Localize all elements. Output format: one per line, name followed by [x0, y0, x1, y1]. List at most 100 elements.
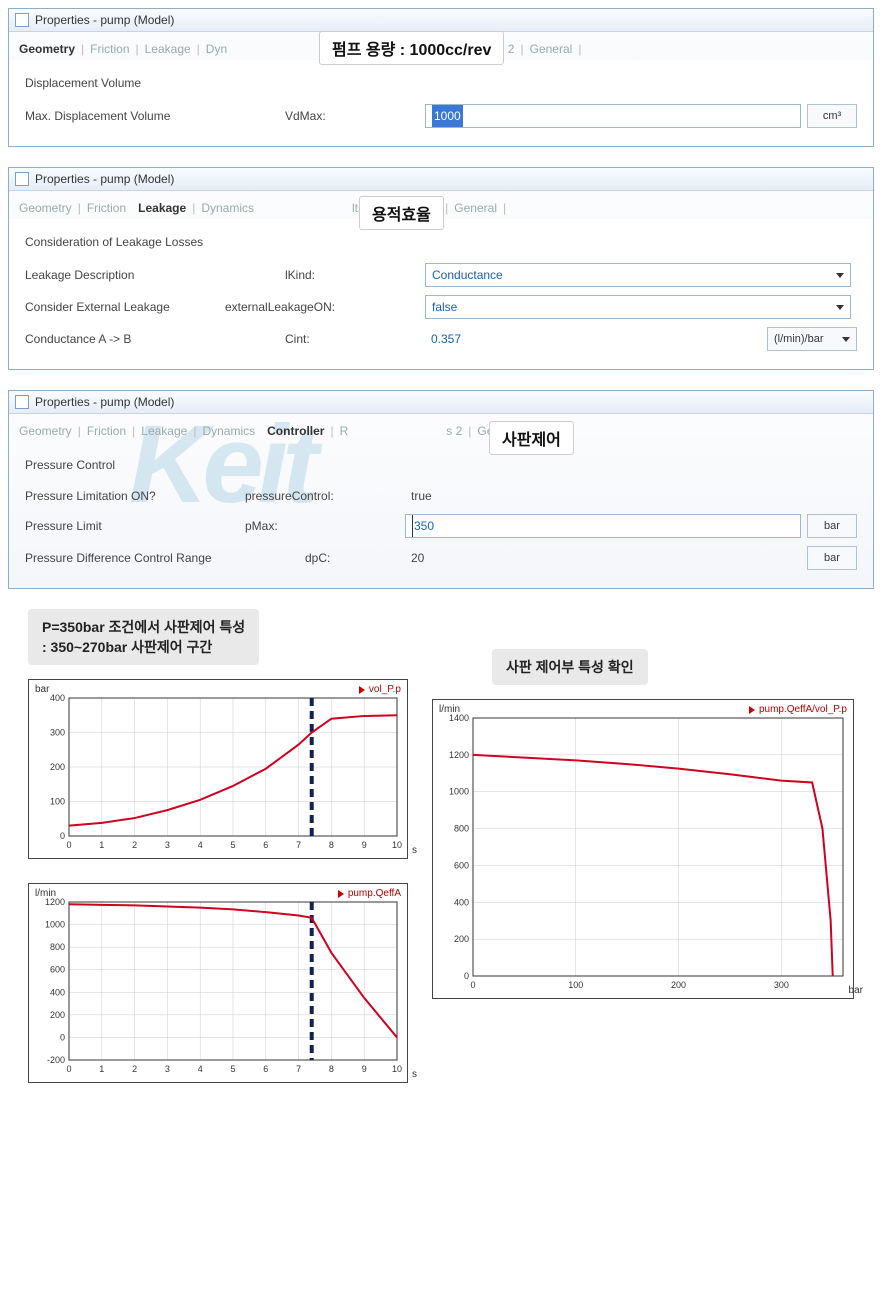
pmax-unit[interactable]: bar	[807, 514, 857, 538]
cint-unit-dropdown[interactable]: (l/min)/bar	[767, 327, 857, 351]
pmax-input[interactable]: 350	[405, 514, 801, 538]
svg-text:400: 400	[50, 987, 65, 997]
tab-leakage[interactable]: Leakage	[136, 197, 188, 219]
section-title: Displacement Volume	[25, 76, 857, 90]
caption-left: P=350bar 조건에서 사판제어 특성 : 350~270bar 사판제어 …	[28, 609, 259, 665]
overlay-pump-capacity: 펌프 용량 : 1000cc/rev	[319, 31, 504, 65]
svg-text:3: 3	[165, 840, 170, 850]
dpc-unit[interactable]: bar	[807, 546, 857, 570]
section-title: Pressure Control	[25, 458, 857, 472]
panel-content: Pressure Control Pressure Limitation ON?…	[9, 442, 873, 588]
svg-text:6: 6	[263, 1064, 268, 1074]
svg-text:800: 800	[454, 824, 469, 834]
svg-text:6: 6	[263, 840, 268, 850]
section-title: Consideration of Leakage Losses	[25, 235, 857, 249]
field-label: Consider External Leakage	[25, 300, 225, 314]
chart3-yunit: l/min	[439, 704, 460, 715]
legend-marker-icon	[749, 706, 755, 714]
svg-text:800: 800	[50, 942, 65, 952]
field-param: dpC:	[305, 551, 405, 565]
svg-text:9: 9	[362, 840, 367, 850]
chart-flow-vs-time: 012345678910-200020040060080010001200 l/…	[28, 883, 408, 1083]
vdmax-unit[interactable]: cm³	[807, 104, 857, 128]
tab-general[interactable]: General	[452, 197, 499, 219]
chart2-legend: pump.QeffA	[338, 888, 401, 899]
row-lkind: Leakage Description lKind: Conductance	[25, 259, 857, 291]
tab-friction[interactable]: Friction	[85, 420, 128, 442]
svg-text:600: 600	[454, 860, 469, 870]
chart3-xunit: bar	[849, 985, 863, 996]
field-label: Conductance A -> B	[25, 332, 285, 346]
tab-r[interactable]: R	[338, 420, 351, 442]
tab-dynamics[interactable]: Dynamics	[199, 197, 256, 219]
window-icon	[15, 172, 29, 186]
window-titlebar: Properties - pump (Model)	[9, 391, 873, 414]
window-title: Properties - pump (Model)	[35, 172, 174, 186]
svg-text:0: 0	[464, 971, 469, 981]
lkind-dropdown[interactable]: Conductance	[425, 263, 851, 287]
svg-text:1200: 1200	[449, 750, 469, 760]
svg-text:7: 7	[296, 840, 301, 850]
tab-general[interactable]: General	[528, 38, 575, 60]
svg-text:1: 1	[99, 1064, 104, 1074]
svg-text:400: 400	[50, 693, 65, 703]
svg-text:300: 300	[50, 728, 65, 738]
chart3-legend: pump.QeffA/vol_P.p	[749, 704, 847, 715]
window-title: Properties - pump (Model)	[35, 13, 174, 27]
svg-text:8: 8	[329, 840, 334, 850]
row-cint: Conductance A -> B Cint: 0.357 (l/min)/b…	[25, 323, 857, 355]
row-pressurecontrol: Pressure Limitation ON? pressureControl:…	[25, 482, 857, 510]
tab-geometry[interactable]: Geometry	[17, 197, 74, 219]
tab-dynamics[interactable]: Dynamics	[200, 420, 257, 442]
dpc-value[interactable]: 20	[405, 551, 807, 565]
tab-leakage[interactable]: Leakage	[143, 38, 193, 60]
properties-panel-geometry: 펌프 용량 : 1000cc/rev Properties - pump (Mo…	[8, 8, 874, 147]
panel-content: Consideration of Leakage Losses Leakage …	[9, 219, 873, 369]
chart2-yunit: l/min	[35, 888, 56, 899]
field-label: Pressure Limitation ON?	[25, 489, 245, 503]
chart2-xunit: s	[412, 1069, 417, 1080]
field-label: Pressure Limit	[25, 519, 245, 533]
svg-text:2: 2	[132, 840, 137, 850]
svg-text:1000: 1000	[45, 920, 65, 930]
legend-marker-icon	[338, 890, 344, 898]
svg-text:10: 10	[392, 1064, 402, 1074]
svg-text:4: 4	[198, 840, 203, 850]
panel-content: Displacement Volume Max. Displacement Vo…	[9, 60, 873, 146]
tab-friction[interactable]: Friction	[88, 38, 131, 60]
externalleakage-dropdown[interactable]: false	[425, 295, 851, 319]
tab-geometry[interactable]: Geometry	[17, 420, 74, 442]
tab-dynamics[interactable]: Dyn	[204, 38, 229, 60]
svg-text:200: 200	[50, 762, 65, 772]
svg-text:5: 5	[230, 1064, 235, 1074]
window-icon	[15, 13, 29, 27]
chart-flow-vs-pressure: 01002003000200400600800100012001400 l/mi…	[432, 699, 854, 999]
row-vdmax: Max. Displacement Volume VdMax: 1000 cm³	[25, 100, 857, 132]
charts-left-column: P=350bar 조건에서 사판제어 특성 : 350~270bar 사판제어 …	[28, 609, 408, 1107]
dropdown-caret-icon	[842, 337, 850, 342]
svg-text:0: 0	[66, 840, 71, 850]
vdmax-input[interactable]: 1000	[425, 104, 801, 128]
tab-geometry[interactable]: Geometry	[17, 38, 77, 60]
tab-s2[interactable]: s 2	[444, 420, 464, 442]
cint-value[interactable]: 0.357	[425, 332, 767, 346]
dropdown-caret-icon	[836, 273, 844, 278]
svg-text:5: 5	[230, 840, 235, 850]
svg-text:0: 0	[470, 980, 475, 990]
overlay-swash-control: 사판제어	[489, 421, 574, 455]
field-param: pressureControl:	[245, 489, 405, 503]
field-label: Leakage Description	[25, 268, 285, 282]
tab-leakage[interactable]: Leakage	[139, 420, 189, 442]
window-title: Properties - pump (Model)	[35, 395, 174, 409]
tab-friction[interactable]: Friction	[85, 197, 128, 219]
svg-text:200: 200	[50, 1010, 65, 1020]
chart1-yunit: bar	[35, 684, 49, 695]
svg-text:200: 200	[454, 934, 469, 944]
svg-text:100: 100	[568, 980, 583, 990]
svg-text:-200: -200	[47, 1055, 65, 1065]
svg-text:300: 300	[774, 980, 789, 990]
window-titlebar: Properties - pump (Model)	[9, 9, 873, 32]
tab-controller[interactable]: Controller	[265, 420, 326, 442]
pressurecontrol-value: true	[405, 489, 857, 503]
svg-text:9: 9	[362, 1064, 367, 1074]
